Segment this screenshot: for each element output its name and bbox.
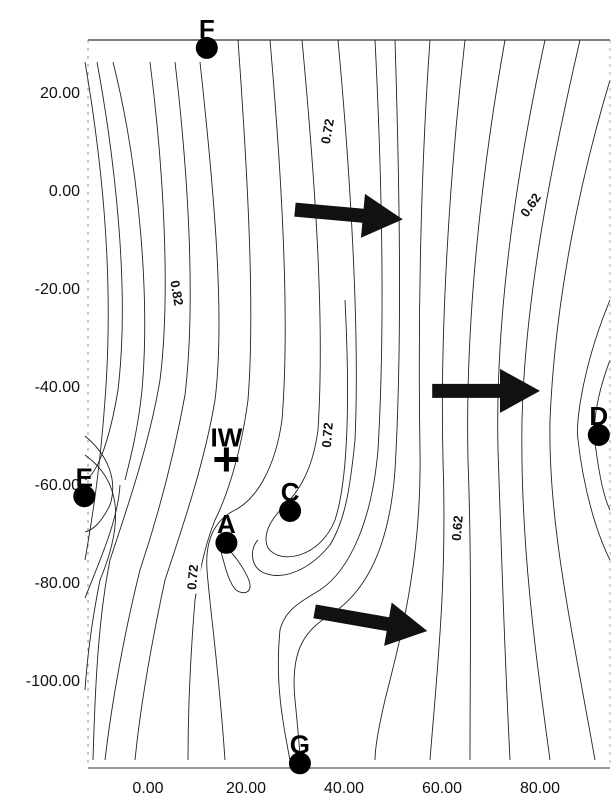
x-axis-ticks: 0.00 20.00 40.00 60.00 80.00 [132, 780, 560, 797]
y-tick-label: -100.00 [26, 673, 80, 690]
well-marker-iw [214, 447, 239, 472]
well-marker-a [215, 531, 238, 554]
contour-label-bg [317, 418, 337, 452]
contour-label-bg [514, 187, 546, 223]
y-tick-label: -80.00 [35, 575, 80, 592]
contour-lines [84, 39, 611, 768]
contour-label: 0.62 [449, 515, 466, 542]
well-label-iw: IW [211, 423, 243, 453]
contour-label-bg [166, 275, 189, 311]
flow-arrow [432, 368, 540, 413]
well-marker-d [587, 424, 610, 446]
well-label-g: G [290, 729, 310, 759]
plot-frame [87, 39, 610, 769]
well-marker-f [195, 36, 218, 59]
contour-label: 0.72 [319, 422, 336, 449]
well-marker-c [279, 499, 302, 522]
flow-arrow-shape [432, 368, 540, 413]
y-tick-label: -20.00 [35, 281, 80, 298]
flow-arrows [294, 193, 540, 646]
flow-arrow-shape [294, 193, 403, 238]
contour-label: 0.72 [318, 118, 337, 146]
x-tick-label: 0.00 [132, 780, 163, 797]
well-label-a: A [217, 509, 236, 539]
x-tick-label: 20.00 [226, 780, 266, 797]
y-axis-ticks: 20.00 0.00 -20.00 -40.00 -60.00 -80.00 -100.00 [26, 85, 80, 690]
x-tick-label: 60.00 [422, 780, 462, 797]
flow-arrow-shape [313, 602, 428, 646]
y-tick-label: -40.00 [35, 379, 80, 396]
well-label-d: D [589, 401, 608, 431]
well-label-c: C [281, 477, 300, 507]
y-tick-label: -60.00 [35, 477, 80, 494]
well-label-f: F [199, 14, 215, 44]
contour-label-bg [447, 511, 467, 545]
flow-arrow [313, 602, 428, 646]
x-tick-label: 80.00 [520, 780, 560, 797]
contour-label-bg [316, 114, 338, 149]
flow-arrow [294, 193, 403, 238]
contour-label-bg [182, 560, 202, 594]
contour-label: 0.82 [167, 279, 186, 307]
y-tick-label: 20.00 [40, 85, 80, 102]
y-tick-label: 0.00 [49, 183, 80, 200]
contour-labels: 0.720.620.820.720.620.72 [166, 114, 546, 594]
well-markers: F E A C D G IW [73, 14, 610, 775]
contour-label: 0.72 [184, 564, 201, 591]
well-marker-g [288, 752, 311, 775]
x-tick-label: 40.00 [324, 780, 364, 797]
well-marker-e [73, 485, 96, 508]
well-label-e: E [76, 462, 93, 492]
